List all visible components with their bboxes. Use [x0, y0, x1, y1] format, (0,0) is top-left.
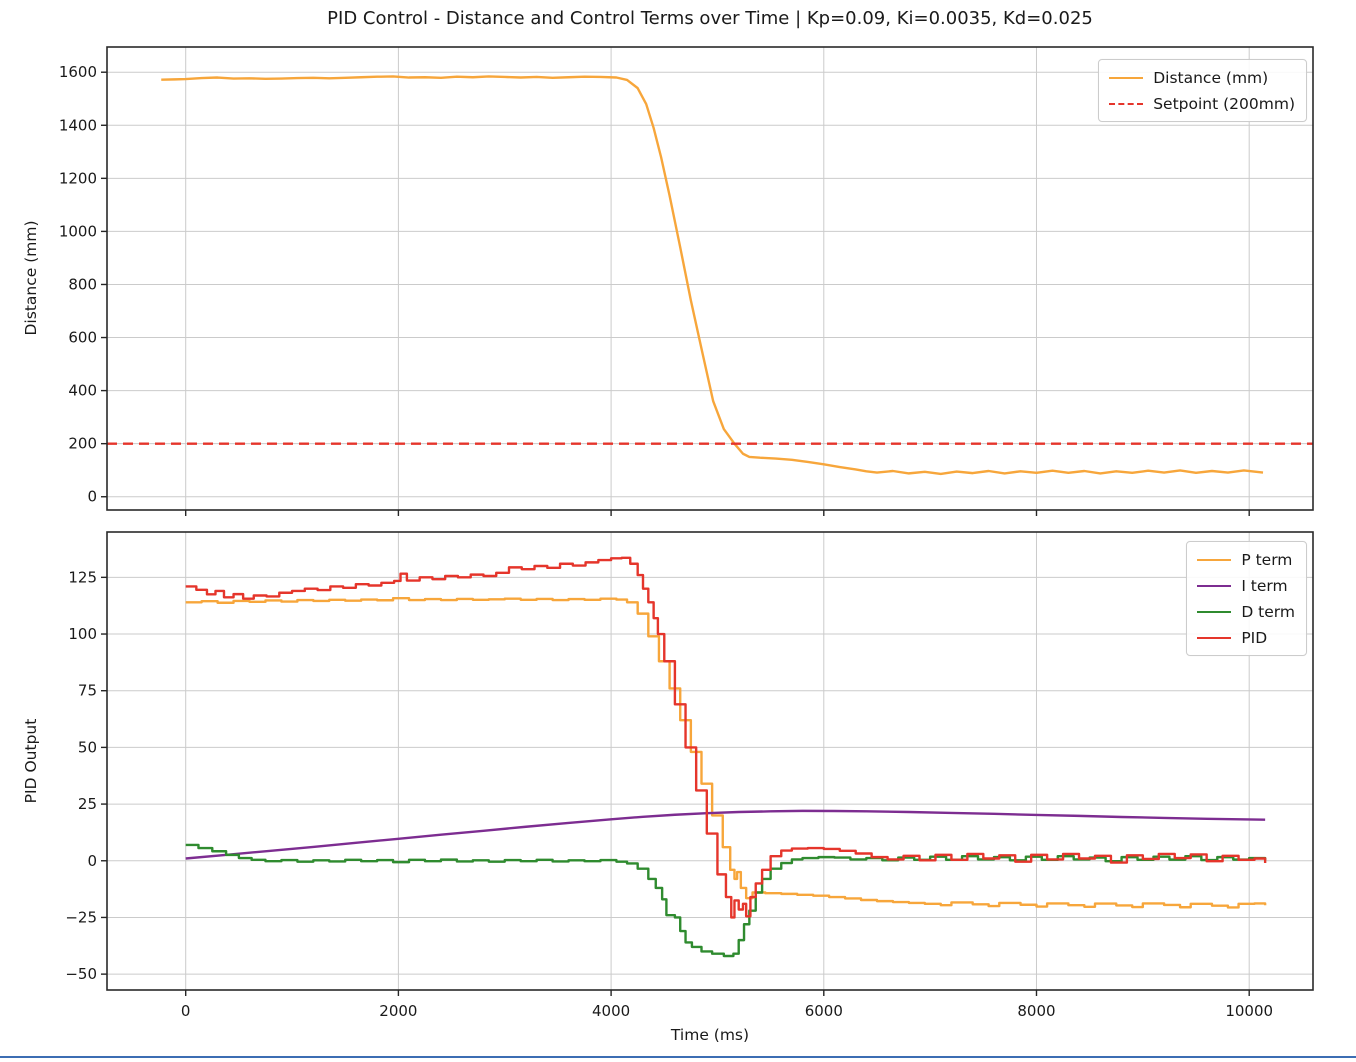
pid-line-swatch	[1197, 636, 1232, 639]
legend-label: Distance (mm)	[1153, 68, 1269, 87]
legend-label: Setpoint (200mm)	[1153, 94, 1295, 113]
axes-spines	[106, 46, 1314, 511]
y-tick-label: 125	[68, 568, 97, 586]
x-tick-label: 0	[181, 1002, 191, 1020]
x-tick-label: 10000	[1225, 1002, 1273, 1020]
y-tick-label: 75	[78, 682, 97, 700]
d-term-line-swatch	[1197, 610, 1232, 613]
legend-item-d-term: D term	[1197, 601, 1295, 622]
series-line-pid	[185, 556, 1267, 919]
i-term-line-swatch	[1197, 584, 1232, 587]
x-tick-label: 6000	[805, 1002, 843, 1020]
y-tick-label: 1600	[59, 63, 97, 81]
figure-title: PID Control - Distance and Control Terms…	[327, 8, 1093, 29]
legend-pid-plot: P term I term D term PID	[1186, 541, 1307, 656]
legend-label: PID	[1241, 628, 1268, 647]
legend-distance-plot: Distance (mm) Setpoint (200mm)	[1098, 59, 1307, 122]
series-line-i-term	[185, 809, 1266, 860]
legend-label: D term	[1241, 602, 1295, 621]
y-tick-label: 25	[78, 795, 97, 813]
plot-area-0	[107, 75, 1313, 476]
plot-area-1	[185, 556, 1267, 958]
y-tick-label: 0	[87, 488, 97, 506]
legend-item-distance: Distance (mm)	[1109, 67, 1295, 88]
window-bottom-border	[0, 1056, 1356, 1058]
series-line-d-term	[185, 843, 1267, 958]
y-tick-label: 1200	[59, 169, 97, 187]
y-tick-label: 200	[68, 435, 97, 453]
legend-item-i-term: I term	[1197, 575, 1295, 596]
y-tick-label: 600	[68, 329, 97, 347]
y-tick-label: 800	[68, 275, 97, 293]
time-axis-label: Time (ms)	[670, 1026, 750, 1044]
y-tick-label: 1000	[59, 222, 97, 240]
distance-line-swatch	[1109, 76, 1144, 79]
legend-item-pid: PID	[1197, 627, 1295, 648]
x-tick-label: 8000	[1017, 1002, 1055, 1020]
axes-spines	[106, 531, 1314, 991]
y-tick-label: 50	[78, 738, 97, 756]
y-tick-label: −50	[65, 965, 97, 983]
series-line-distance-mm-	[161, 75, 1264, 476]
legend-item-p-term: P term	[1197, 549, 1295, 570]
y-tick-label: −25	[65, 908, 97, 926]
legend-label: P term	[1241, 550, 1293, 569]
y-tick-label: 100	[68, 625, 97, 643]
y-tick-label: 0	[87, 852, 97, 870]
setpoint-line-swatch	[1109, 102, 1144, 105]
p-term-line-swatch	[1197, 558, 1232, 561]
legend-item-setpoint: Setpoint (200mm)	[1109, 93, 1295, 114]
y-tick-label: 1400	[59, 116, 97, 134]
y-tick-label: 400	[68, 382, 97, 400]
series-line-p-term	[185, 597, 1267, 909]
x-tick-label: 2000	[379, 1002, 417, 1020]
x-tick-label: 4000	[592, 1002, 630, 1020]
legend-label: I term	[1241, 576, 1288, 595]
